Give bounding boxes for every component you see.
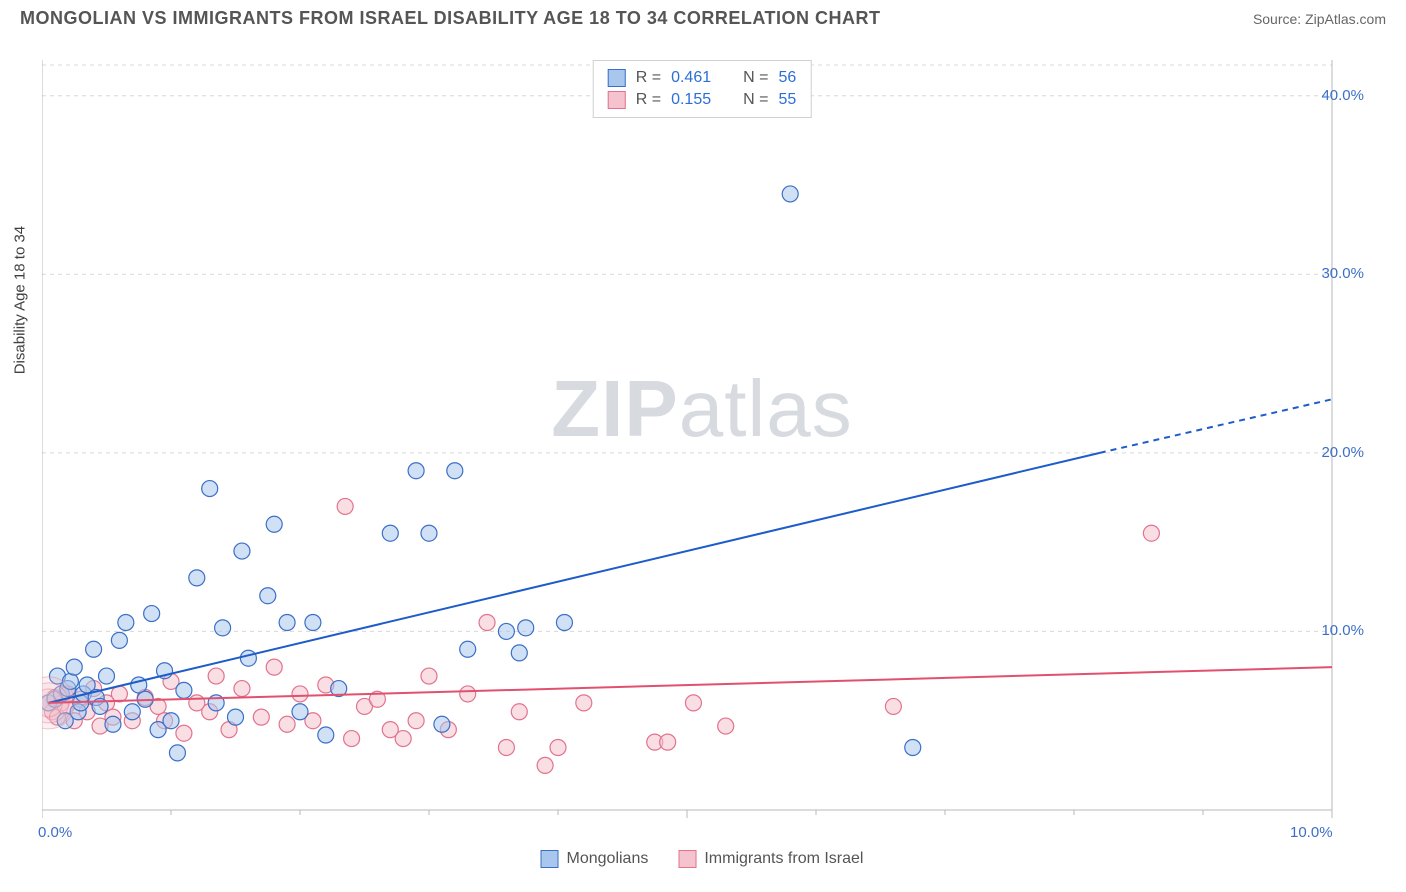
- y-tick-label: 20.0%: [1321, 444, 1364, 461]
- n-label: N =: [743, 69, 768, 87]
- legend-series-item: Immigrants from Israel: [678, 850, 863, 868]
- n-label: N =: [743, 91, 768, 109]
- legend-swatch: [608, 69, 626, 87]
- legend-swatch: [541, 850, 559, 868]
- chart-container: Disability Age 18 to 34 ZIPatlas R =0.46…: [42, 50, 1362, 830]
- y-tick-label: 40.0%: [1321, 87, 1364, 104]
- n-value: 56: [778, 69, 796, 87]
- y-tick-label: 10.0%: [1321, 622, 1364, 639]
- legend-stats: R = 0.461 N = 56 R = 0.155 N = 55: [593, 60, 812, 118]
- r-label: R =: [636, 69, 661, 87]
- r-label: R =: [636, 91, 661, 109]
- x-tick-label: 0.0%: [38, 824, 72, 841]
- legend-stats-row: R = 0.155 N = 55: [608, 89, 797, 111]
- legend-series-label: Immigrants from Israel: [704, 850, 863, 868]
- legend-swatch: [608, 91, 626, 109]
- page-title: MONGOLIAN VS IMMIGRANTS FROM ISRAEL DISA…: [20, 8, 881, 29]
- r-value: 0.155: [671, 91, 711, 109]
- legend-series-item: Mongolians: [541, 850, 649, 868]
- legend-series-label: Mongolians: [567, 850, 649, 868]
- r-value: 0.461: [671, 69, 711, 87]
- y-axis-label: Disability Age 18 to 34: [12, 226, 29, 374]
- y-tick-label: 30.0%: [1321, 265, 1364, 282]
- scatter-plot: [42, 50, 1362, 830]
- legend-swatch: [678, 850, 696, 868]
- x-tick-label: 10.0%: [1290, 824, 1333, 841]
- legend-series: Mongolians Immigrants from Israel: [541, 850, 864, 868]
- n-value: 55: [778, 91, 796, 109]
- legend-stats-row: R = 0.461 N = 56: [608, 67, 797, 89]
- source-label: Source: ZipAtlas.com: [1253, 11, 1386, 27]
